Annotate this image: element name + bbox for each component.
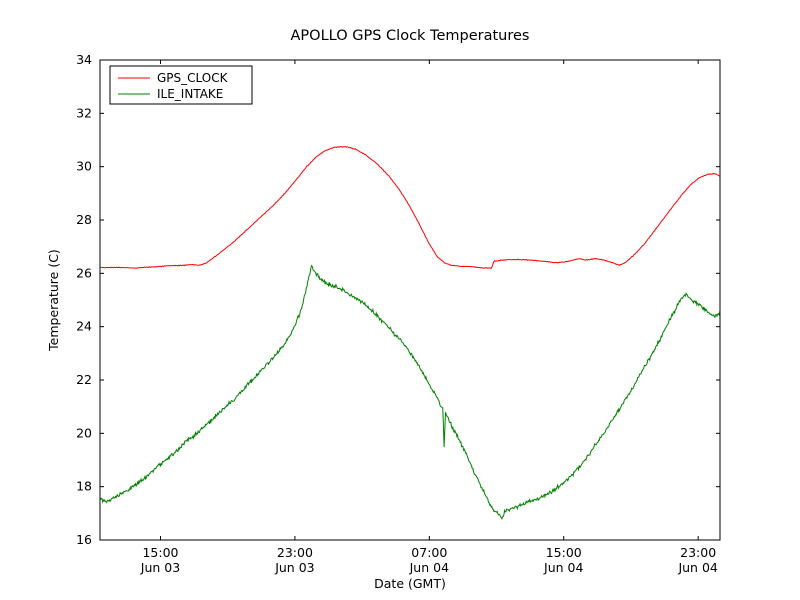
- x-tick-time: 15:00: [142, 545, 178, 560]
- legend-label: GPS_CLOCK: [157, 71, 229, 85]
- x-tick-date: Jun 04: [409, 560, 449, 575]
- x-tick-time: 23:00: [277, 545, 313, 560]
- series-ile-intake-line: [99, 264, 721, 520]
- x-tick-date: Jun 03: [274, 560, 314, 575]
- legend-box: [109, 65, 253, 105]
- y-tick-label: 20: [76, 425, 92, 440]
- x-tick-time: 23:00: [680, 545, 716, 560]
- series-gps-clock-line: [99, 146, 720, 270]
- y-tick-label: 18: [76, 479, 92, 494]
- axes: [99, 59, 721, 541]
- x-tick-date: Jun 04: [543, 560, 583, 575]
- legend-label: ILE_INTAKE: [157, 87, 223, 101]
- x-tick-date: Jun 03: [140, 560, 180, 575]
- y-tick-label: 26: [76, 265, 92, 280]
- y-axis-label: Temperature (C): [46, 249, 61, 352]
- x-tick-time: 07:00: [411, 545, 447, 560]
- y-tick-label: 24: [76, 319, 92, 334]
- y-tick-label: 22: [76, 372, 92, 387]
- ticks: [100, 59, 720, 541]
- legend: GPS_CLOCK ILE_INTAKE: [109, 65, 253, 105]
- x-tick-date: Jun 04: [677, 560, 717, 575]
- y-tick-label: 28: [76, 212, 92, 227]
- x-axis-label: Date (GMT): [374, 576, 446, 591]
- y-tick-label: 30: [76, 159, 92, 174]
- y-tick-label: 16: [76, 532, 92, 547]
- y-tick-label: 34: [76, 52, 92, 67]
- chart-title: APOLLO GPS Clock Temperatures: [291, 28, 530, 44]
- y-tick-label: 32: [76, 105, 92, 120]
- x-tick-time: 15:00: [546, 545, 582, 560]
